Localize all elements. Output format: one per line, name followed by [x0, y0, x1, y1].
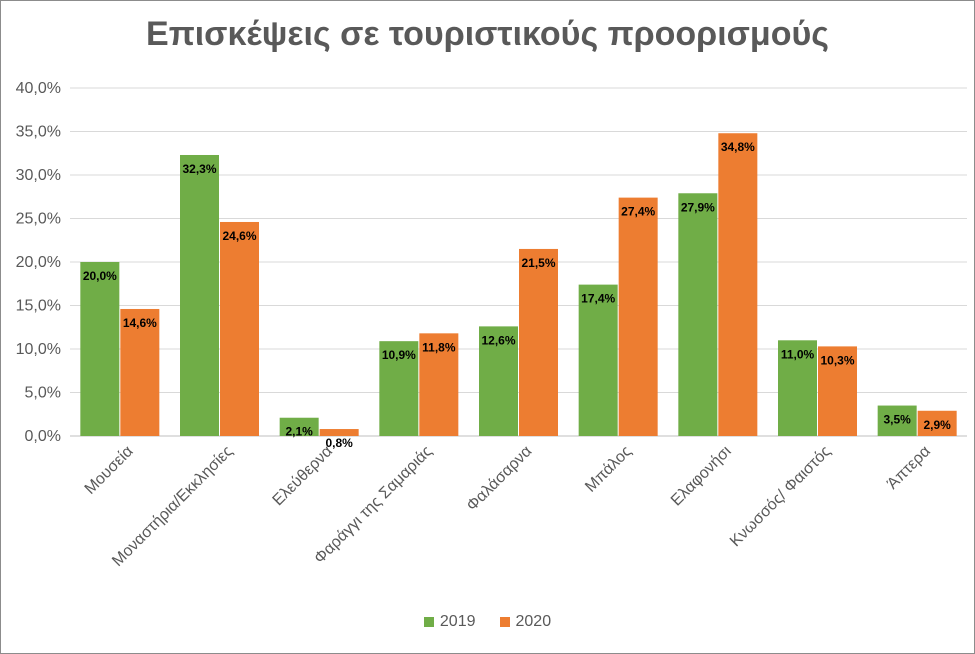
x-category-label: Κνωσσός/ Φαιστός	[727, 443, 835, 551]
data-label-2020: 14,6%	[123, 316, 157, 330]
legend-item-2020[interactable]: 2020	[499, 613, 552, 631]
data-label-2020: 21,5%	[521, 256, 555, 270]
y-tick-label: 25,0%	[16, 211, 61, 228]
data-label-2020: 27,4%	[621, 205, 655, 219]
data-label-2019: 2,1%	[285, 425, 313, 439]
x-category-label: Ελεύθερνα	[270, 443, 336, 509]
y-tick-label: 10,0%	[16, 341, 61, 358]
legend-swatch-2020	[499, 617, 510, 627]
chart-title: Επισκέψεις σε τουριστικούς προορισμούς	[146, 15, 829, 53]
x-category-label: Άπτερα	[884, 443, 934, 493]
legend-item-2019[interactable]: 2019	[423, 613, 476, 631]
bar-2020	[419, 333, 459, 436]
legend-label-2019: 2019	[439, 613, 476, 630]
y-tick-label: 15,0%	[16, 298, 61, 315]
legend: 2019 2020	[1, 613, 974, 631]
y-tick-label: 40,0%	[16, 80, 61, 97]
data-label-2019: 3,5%	[883, 413, 911, 427]
y-tick-label: 30,0%	[16, 167, 61, 184]
data-label-2020: 10,3%	[820, 353, 854, 367]
bar-2019	[678, 193, 718, 436]
data-label-2020: 24,6%	[222, 229, 256, 243]
legend-label-2020: 2020	[515, 613, 552, 630]
bar-2019	[778, 340, 817, 436]
bar-2019	[279, 417, 319, 436]
data-label-2020: 11,8%	[422, 340, 456, 354]
x-category-label: Μπάλος	[582, 443, 635, 496]
data-label-2020: 2,9%	[923, 418, 951, 432]
data-label-2019: 10,9%	[382, 348, 416, 362]
bar-2020	[818, 346, 857, 436]
y-tick-label: 5,0%	[25, 385, 61, 402]
data-label-2019: 12,6%	[481, 333, 515, 347]
legend-swatch-2019	[423, 617, 434, 627]
y-tick-label: 35,0%	[16, 124, 61, 141]
x-category-label: Μουσεία	[82, 443, 137, 498]
bar-2020	[319, 429, 359, 436]
bar-2020	[220, 221, 259, 436]
bar-2020	[120, 308, 160, 436]
data-label-2020: 34,8%	[721, 140, 755, 154]
bar-2019	[877, 405, 917, 436]
data-label-2020: 0,8%	[325, 436, 353, 450]
bar-2019	[80, 262, 120, 436]
x-category-label: Ελαφονήσι	[668, 442, 735, 509]
bar-2019	[578, 284, 618, 436]
bar-2019	[479, 326, 518, 436]
bar-2019	[180, 154, 219, 437]
data-label-2019: 27,9%	[681, 200, 715, 214]
y-tick-label: 0,0%	[25, 428, 61, 445]
data-label-2019: 17,4%	[581, 292, 615, 306]
bar-2020	[618, 197, 658, 436]
bar-2020	[917, 410, 957, 436]
data-label-2019: 32,3%	[182, 162, 216, 176]
data-label-2019: 20,0%	[83, 269, 117, 283]
bar-2020	[718, 133, 758, 437]
x-category-label: Φαράγγι της Σαμαριάς	[311, 443, 436, 568]
y-tick-label: 20,0%	[16, 254, 61, 271]
x-category-label: Φαλάσαρνα	[464, 443, 536, 515]
bar-2019	[379, 341, 419, 436]
bar-2020	[519, 248, 558, 436]
data-label-2019: 11,0%	[781, 347, 815, 361]
